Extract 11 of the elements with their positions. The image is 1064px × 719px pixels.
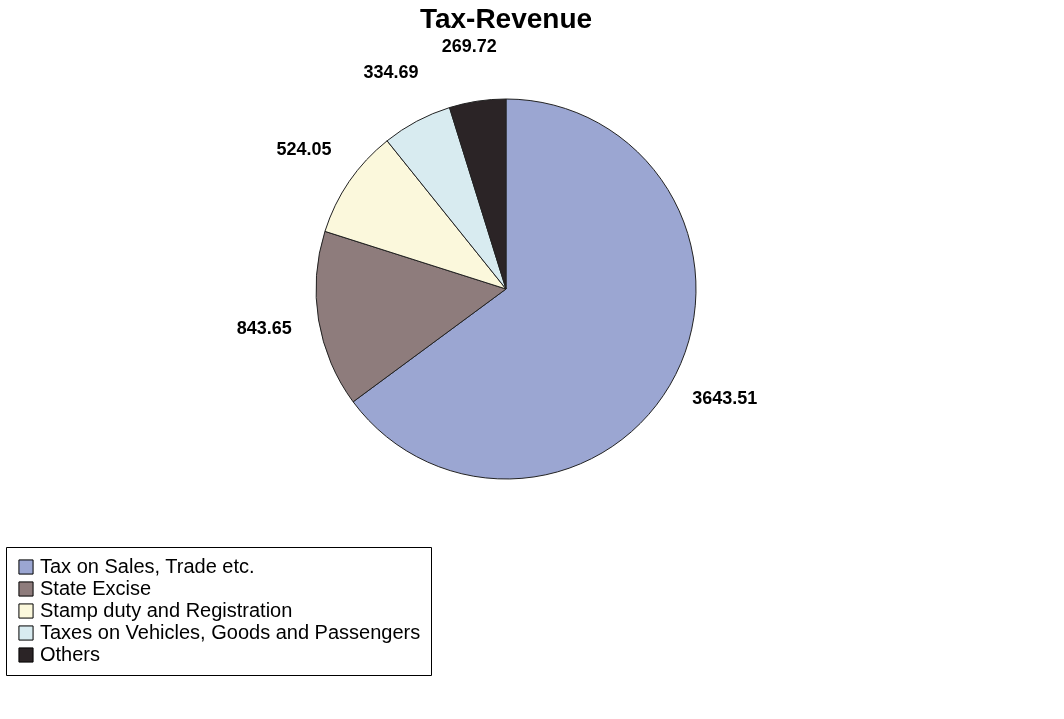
data-label: 269.72 — [441, 35, 497, 56]
data-label: 843.65 — [236, 317, 292, 338]
legend-label: Others — [40, 643, 101, 665]
data-label: 3643.51 — [692, 388, 758, 409]
data-label: 524.05 — [276, 139, 332, 160]
legend-label: Taxes on Vehicles, Goods and Passengers — [40, 621, 421, 643]
data-label: 334.69 — [363, 61, 419, 82]
legend-label: State Excise — [40, 577, 152, 599]
legend-label: Tax on Sales, Trade etc. — [40, 555, 255, 577]
legend-label: Stamp duty and Registration — [40, 599, 293, 621]
chart-title: Tax-Revenue — [419, 2, 593, 34]
